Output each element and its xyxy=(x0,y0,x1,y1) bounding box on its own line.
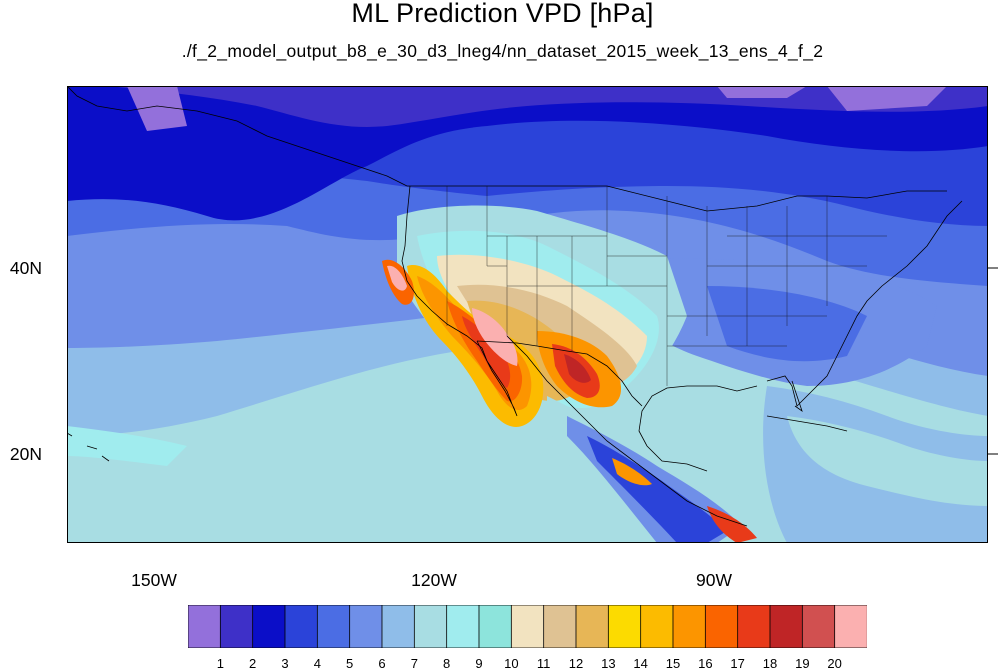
colorbar-swatch xyxy=(672,605,707,648)
colorbar-swatch xyxy=(834,605,867,648)
vpd-contours xyxy=(67,86,988,543)
colorbar-swatch xyxy=(446,605,480,648)
lat-tick-20n: 20N xyxy=(9,444,42,464)
colorbar-label: 1 xyxy=(216,656,224,671)
right-ticks xyxy=(988,267,998,455)
vpd-level-2 xyxy=(67,86,988,221)
colorbar-label: 12 xyxy=(568,656,584,671)
colorbar-swatch xyxy=(381,605,416,648)
state-borders xyxy=(446,186,887,386)
colorbar-label: 17 xyxy=(730,656,745,671)
coastlines xyxy=(67,86,963,527)
colorbar-swatch xyxy=(413,605,448,648)
colorbar-label: 10 xyxy=(504,656,519,671)
colorbar-swatch xyxy=(737,605,771,648)
colorbar-label: 3 xyxy=(281,656,289,671)
colorbar-swatch xyxy=(219,605,254,648)
colorbar-swatch xyxy=(607,605,642,648)
colorbar-label: 18 xyxy=(762,656,778,671)
colorbar-label: 15 xyxy=(665,656,681,671)
map-frame xyxy=(67,86,988,543)
colorbar-label: 20 xyxy=(827,656,842,671)
colorbar-swatch xyxy=(640,605,674,648)
colorbar-label: 7 xyxy=(410,656,418,671)
chart-title: ML Prediction VPD [hPa] xyxy=(351,0,654,28)
colorbar-swatch xyxy=(478,605,513,648)
colorbar-swatch xyxy=(284,605,319,648)
colorbar-label: 19 xyxy=(795,656,810,671)
lon-tick-120w: 120W xyxy=(411,570,457,590)
colorbar-label: 9 xyxy=(475,656,483,671)
colorbar-label: 4 xyxy=(313,656,321,671)
lon-tick-90w: 90W xyxy=(696,570,732,590)
colorbar-swatch xyxy=(543,605,577,648)
colorbar-swatch xyxy=(349,605,383,648)
map-plot-area[interactable] xyxy=(67,86,988,543)
colorbar-label: 2 xyxy=(249,656,257,671)
colorbar xyxy=(188,605,867,648)
colorbar-swatch xyxy=(575,605,610,648)
colorbar-label: 5 xyxy=(346,656,354,671)
vpd-level-20 xyxy=(472,308,518,366)
colorbar-swatch xyxy=(510,605,545,648)
lon-tick-150w: 150W xyxy=(131,570,177,590)
vpd-level-1-alaska xyxy=(127,86,187,131)
colorbar-swatch xyxy=(188,605,222,648)
colorbar-label: 11 xyxy=(536,656,551,671)
colorbar-swatch xyxy=(769,605,804,648)
colorbar-swatch xyxy=(252,605,286,648)
colorbar-label: 14 xyxy=(633,656,648,671)
colorbar-label: 6 xyxy=(378,656,386,671)
vpd-field-map xyxy=(67,86,988,543)
colorbar-label: 13 xyxy=(601,656,616,671)
colorbar-swatch xyxy=(316,605,351,648)
colorbar-label: 16 xyxy=(698,656,713,671)
vpd-level-18 xyxy=(462,316,511,388)
colorbar-swatch xyxy=(704,605,739,648)
chart-subtitle: ./f_2_model_output_b8_e_30_d3_lneg4/nn_d… xyxy=(181,41,824,61)
lat-tick-40n: 40N xyxy=(9,258,42,278)
colorbar-swatch xyxy=(801,605,836,648)
colorbar-label: 8 xyxy=(443,656,451,671)
